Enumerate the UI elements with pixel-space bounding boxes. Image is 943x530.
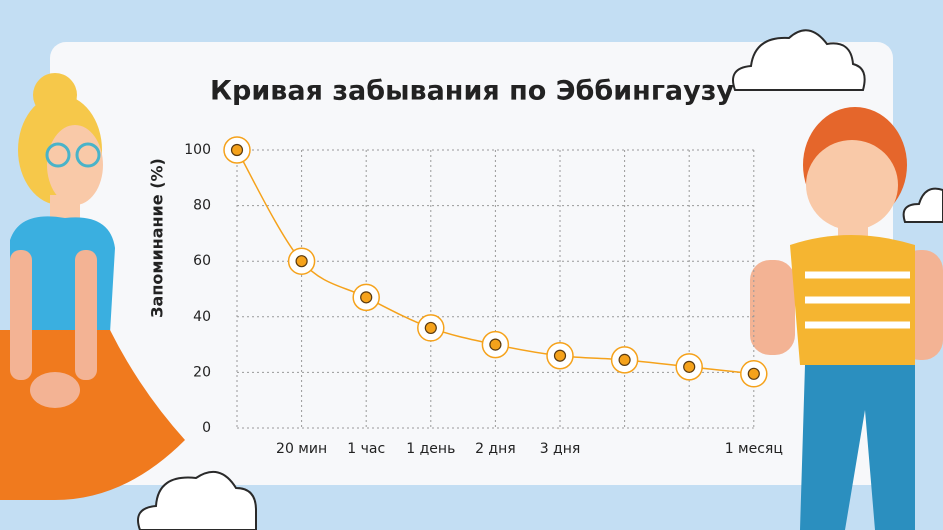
y-tick-label: 100: [184, 142, 211, 158]
illustration-woman: [0, 73, 185, 500]
y-axis-label: Запоминание (%): [148, 158, 167, 318]
chart-title: Кривая забывания по Эббингаузу: [210, 76, 734, 107]
marker: [683, 360, 696, 373]
x-tick-label: 2 дня: [475, 441, 516, 457]
illustration-boy: [750, 107, 943, 530]
x-tick-label: 20 мин: [276, 441, 327, 457]
marker: [747, 367, 760, 380]
y-tick-label: 40: [193, 309, 211, 325]
cloud: [732, 29, 866, 91]
marker: [489, 338, 502, 351]
y-tick-label: 0: [202, 420, 211, 436]
x-tick-label: 3 дня: [540, 441, 581, 457]
marker: [553, 349, 567, 362]
y-tick-label: 80: [193, 198, 211, 214]
y-tick-label: 60: [193, 253, 211, 269]
marker: [618, 353, 631, 366]
x-tick-label: 1 день: [406, 441, 455, 457]
cloud: [902, 187, 943, 223]
marker: [230, 143, 244, 157]
marker: [295, 255, 308, 268]
plot: 0 20 40 60 80 100 20 мин 1 час 1 день 2 дня 3 дня 1…: [184, 136, 783, 457]
marker: [424, 321, 437, 335]
cloud: [137, 470, 257, 530]
x-tick-label: 1 час: [347, 441, 385, 457]
y-tick-label: 20: [193, 364, 211, 380]
x-tick-label: 1 месяц: [725, 441, 783, 457]
marker: [360, 291, 373, 304]
